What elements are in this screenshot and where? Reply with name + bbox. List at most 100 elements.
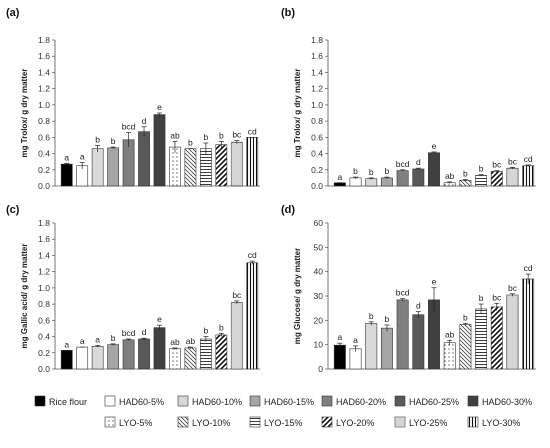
y-tick-label: 60 bbox=[314, 218, 324, 228]
legend-item-lyo-25pct: LYO-25% bbox=[394, 416, 447, 428]
y-axis-label: mg Trolox/ g dry matter bbox=[20, 69, 29, 158]
significance-label: ab bbox=[170, 337, 180, 347]
bar-had60-5pct bbox=[349, 348, 362, 370]
y-tick-label: 1.8 bbox=[311, 35, 323, 45]
chart-panel-d: (d) 0 10 20 30 40 50 60 mg Glucose/ g dry matter… bbox=[281, 204, 536, 374]
significance-label: a bbox=[64, 339, 69, 349]
y-tick-label: 1.6 bbox=[311, 51, 323, 61]
significance-label: bc bbox=[492, 292, 502, 302]
y-axis-label: mg Gallic acid/ g dry matter bbox=[20, 244, 29, 349]
legend-swatch bbox=[104, 395, 116, 407]
y-tick-label: 0.0 bbox=[38, 364, 50, 374]
bar-had60-10pct bbox=[365, 178, 378, 187]
y-tick-label: 1.0 bbox=[311, 100, 323, 110]
y-tick-label: 0.2 bbox=[38, 348, 50, 358]
legend-swatch bbox=[321, 395, 333, 407]
y-tick-label: 1.0 bbox=[38, 283, 50, 293]
legend-label: HAD60-5% bbox=[119, 397, 164, 407]
significance-label: b bbox=[188, 138, 193, 148]
significance-label: b bbox=[369, 311, 374, 321]
y-tick-label: 1.0 bbox=[38, 100, 50, 110]
bar-had60-25pct bbox=[138, 338, 150, 370]
y-tick-label: 1.8 bbox=[38, 218, 50, 228]
bar-lyo-20pct bbox=[490, 171, 503, 187]
y-tick-label: 0.4 bbox=[38, 149, 50, 159]
significance-label: a bbox=[353, 335, 358, 345]
y-tick-label: 1.2 bbox=[38, 267, 50, 277]
legend-item-had60-20pct: HAD60-20% bbox=[321, 395, 386, 407]
legend-swatch bbox=[104, 416, 116, 428]
significance-label: bc bbox=[508, 156, 518, 166]
significance-label: b bbox=[204, 326, 209, 336]
panel-label: (c) bbox=[6, 204, 20, 216]
bar-had60-25pct bbox=[138, 131, 150, 187]
significance-label: a bbox=[64, 152, 69, 162]
y-tick-label: 1.8 bbox=[38, 35, 50, 45]
chart-panel-c: (c) 0.0 0.2 0.4 0.6 0.8 1.0 1.2 1.4 1.6 1.8 mg Gall… bbox=[6, 204, 260, 374]
legend: Rice flour HAD60-5% HAD60-10% HAD60-15% HAD6… bbox=[34, 395, 532, 428]
significance-label: bc bbox=[232, 290, 242, 300]
y-tick-label: 30 bbox=[314, 291, 324, 301]
significance-label: bcd bbox=[122, 121, 136, 131]
y-tick-label: 0.8 bbox=[311, 116, 323, 126]
significance-label: a bbox=[80, 151, 85, 161]
y-tick-label: 0.8 bbox=[38, 299, 50, 309]
significance-label: b bbox=[219, 322, 224, 332]
bar-lyo-25pct bbox=[230, 141, 243, 187]
significance-label: a bbox=[95, 334, 100, 344]
y-tick-label: 0.2 bbox=[311, 165, 323, 175]
bar-had60-30pct bbox=[428, 152, 440, 187]
legend-label: LYO-15% bbox=[264, 418, 302, 428]
significance-label: b bbox=[385, 314, 390, 324]
significance-label: e bbox=[432, 277, 437, 287]
bar-lyo-30pct bbox=[246, 262, 259, 370]
y-tick-label: 1.2 bbox=[38, 84, 50, 94]
legend-label: HAD60-25% bbox=[409, 397, 459, 407]
significance-label: d bbox=[142, 116, 147, 126]
y-tick-label: 0.4 bbox=[38, 332, 50, 342]
legend-label: LYO-20% bbox=[336, 418, 374, 428]
bar-had60-5pct bbox=[349, 177, 362, 187]
bar-lyo-5pct bbox=[169, 348, 181, 370]
bar-lyo-20pct bbox=[490, 306, 503, 370]
legend-swatch bbox=[321, 416, 333, 428]
legend-item-lyo-5pct: LYO-5% bbox=[104, 416, 152, 428]
bar-lyo-15pct bbox=[475, 175, 488, 187]
chart-panel-a: (a) 0.0 0.2 0.4 0.6 0.8 1.0 1.2 1.4 1.6 1.8 mg Trol… bbox=[6, 7, 260, 191]
y-axis-label: mg Trolox/ g dry matter bbox=[293, 69, 302, 158]
bar-lyo-20pct bbox=[215, 144, 228, 187]
y-tick-label: 1.6 bbox=[38, 234, 50, 244]
significance-label: d bbox=[142, 327, 147, 337]
legend-item-lyo-10pct: LYO-10% bbox=[177, 416, 230, 428]
legend-swatch bbox=[249, 416, 261, 428]
bar-lyo-10pct bbox=[459, 324, 472, 370]
legend-swatch bbox=[394, 416, 406, 428]
significance-label: ab bbox=[170, 130, 180, 140]
significance-label: d bbox=[416, 301, 421, 311]
bar-rice-flour bbox=[333, 182, 346, 187]
bar-had60-30pct bbox=[153, 114, 166, 187]
legend-swatch bbox=[467, 416, 479, 428]
legend-label: LYO-5% bbox=[119, 418, 152, 428]
legend-label: HAD60-20% bbox=[336, 397, 386, 407]
bar-had60-15pct bbox=[380, 177, 393, 187]
y-tick-label: 0.2 bbox=[38, 165, 50, 175]
y-tick-label: 1.4 bbox=[311, 67, 323, 77]
significance-label: e bbox=[432, 141, 437, 151]
significance-label: a bbox=[337, 332, 342, 342]
y-tick-label: 50 bbox=[314, 242, 324, 252]
significance-label: b bbox=[369, 167, 374, 177]
bar-had60-20pct bbox=[396, 299, 409, 370]
significance-label: bc bbox=[232, 130, 242, 140]
significance-label: b bbox=[111, 333, 116, 343]
bar-lyo-25pct bbox=[230, 302, 243, 370]
bar-had60-20pct bbox=[396, 170, 409, 187]
significance-label: ab bbox=[186, 336, 196, 346]
significance-label: cd bbox=[524, 263, 533, 273]
significance-label: bcd bbox=[396, 159, 410, 169]
significance-label: bc bbox=[508, 283, 518, 293]
significance-label: a bbox=[80, 336, 85, 346]
y-tick-label: 0.6 bbox=[311, 132, 323, 142]
bar-rice-flour bbox=[60, 350, 73, 370]
